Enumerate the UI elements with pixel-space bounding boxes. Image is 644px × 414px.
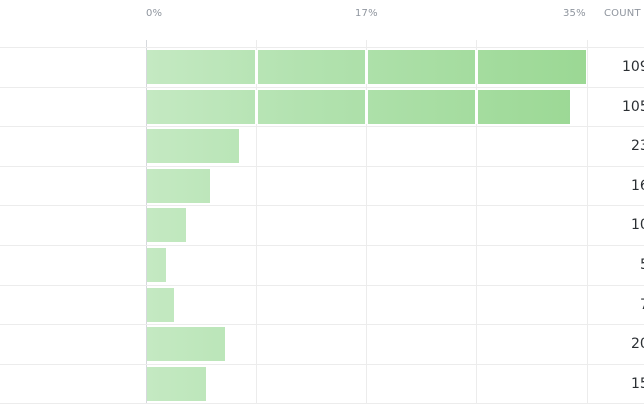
row-separator [0,166,644,167]
row-separator [0,403,644,404]
row-count: 16 [631,178,644,194]
row-count: 7 [640,297,644,313]
row-count: 105 [622,99,644,115]
row-count: 10 [631,217,644,233]
bar [147,90,570,124]
bar-gridline-gap [475,50,478,84]
bar-gridline-gap [255,90,258,124]
axis-line [146,40,147,404]
row-separator [0,205,644,206]
bar [147,367,206,401]
bar [147,50,586,84]
axis-tick-label: 17% [355,8,378,19]
bar [147,248,166,282]
grid-line [366,40,367,404]
row-separator [0,126,644,127]
bar [147,169,210,203]
grid-line [476,40,477,404]
bar-gridline-gap [365,90,368,124]
row-count: 15 [631,376,644,392]
bar-gridline-gap [255,50,258,84]
bar-gridline-gap [365,50,368,84]
bar [147,288,174,322]
bar [147,208,186,242]
grid-line [256,40,257,404]
row-separator [0,87,644,88]
row-count: 109 [622,59,644,75]
row-count: 5 [640,257,644,273]
grid-line [587,40,588,404]
row-separator [0,285,644,286]
row-count: 23 [631,138,644,154]
axis-tick-label: 0% [146,8,163,19]
bar [147,129,239,163]
row-separator [0,364,644,365]
bar [147,327,225,361]
row-count: 20 [631,336,644,352]
bar-gridline-gap [475,90,478,124]
count-column-header: COUNT [604,8,641,19]
row-separator [0,324,644,325]
row-separator [0,245,644,246]
row-separator [0,47,644,48]
axis-tick-label: 35% [563,8,586,19]
